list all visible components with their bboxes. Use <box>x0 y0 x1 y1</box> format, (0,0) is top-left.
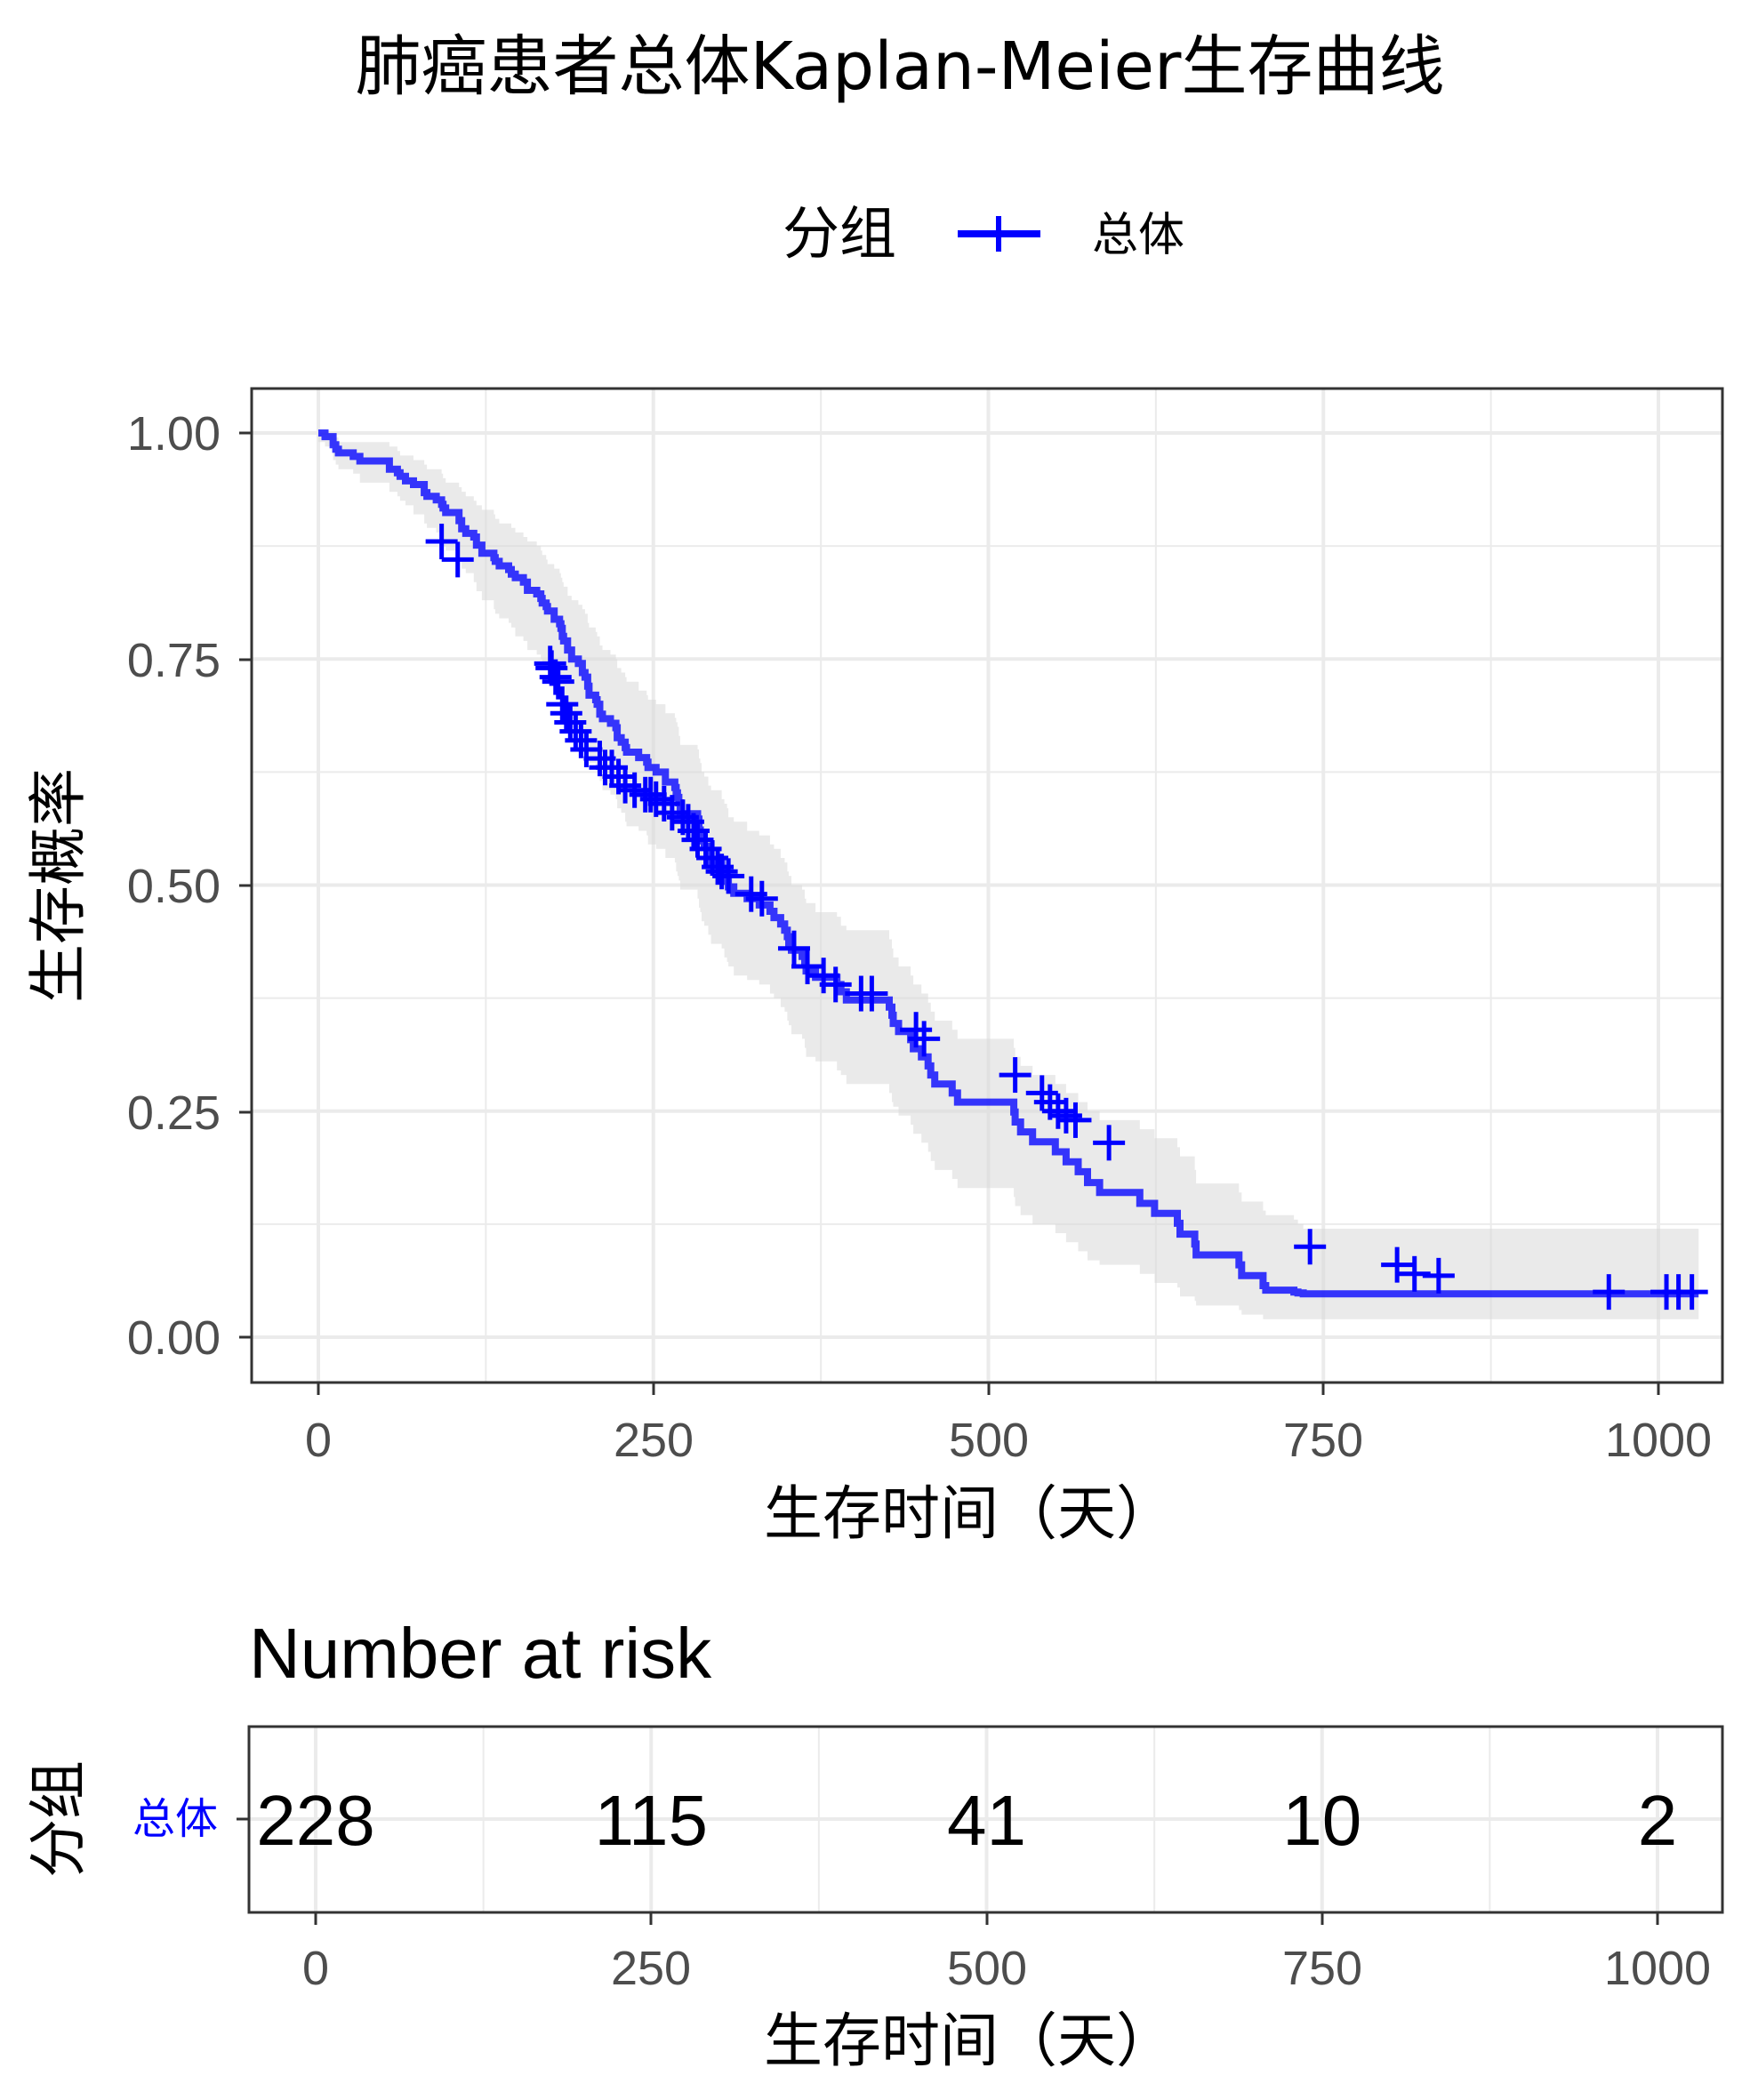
censor-mark <box>1059 1102 1092 1138</box>
censor-mark <box>647 785 680 822</box>
censor-mark <box>705 854 738 890</box>
censor-mark <box>596 749 629 786</box>
risk-x-tick-label-1000: 1000 <box>1604 1942 1711 1995</box>
risk-x-tick-label-250: 250 <box>611 1942 691 1995</box>
censor-mark <box>554 704 587 741</box>
censor-mark <box>689 830 722 867</box>
risk-table-title: Number at risk <box>249 1614 712 1693</box>
risk-x-axis: 0 250 500 750 1000 生存时间（天） <box>302 1912 1711 2075</box>
censor-mark <box>677 813 710 849</box>
risk-x-tick-label-750: 750 <box>1282 1942 1362 1995</box>
censor-mark <box>999 1057 1032 1094</box>
censor-mark <box>791 949 824 985</box>
censor-mark <box>1675 1274 1708 1310</box>
censor-mark <box>1294 1229 1327 1265</box>
censor-mark <box>1093 1125 1126 1161</box>
y-tick-label-000: 0.00 <box>127 1311 221 1365</box>
risk-strata-label: 总体 <box>132 1794 218 1844</box>
y-tick-label-025: 0.25 <box>127 1086 221 1140</box>
y-tick-label-100: 1.00 <box>127 407 221 461</box>
risk-table-panel: 228 115 41 10 2 <box>247 1725 1724 1914</box>
km-x-axis: 0 250 500 750 1000 生存时间（天） <box>305 1383 1712 1548</box>
legend-title: 分组 <box>783 202 896 268</box>
censor-mark <box>550 695 582 732</box>
censor-mark <box>1033 1084 1066 1120</box>
censor-mark <box>539 659 572 695</box>
censor-mark <box>681 822 714 858</box>
censor-marks <box>425 524 1708 1310</box>
censor-mark <box>1381 1246 1414 1283</box>
x-tick-label-1000: 1000 <box>1605 1414 1712 1467</box>
legend: 分组 总体 <box>783 202 1184 268</box>
risk-grid <box>249 1727 1722 1912</box>
censor-mark <box>546 686 579 723</box>
censor-mark <box>1041 1093 1074 1129</box>
risk-value: 2 <box>1638 1781 1678 1860</box>
censor-mark <box>565 722 598 758</box>
x-axis-title: 生存时间（天） <box>764 1479 1175 1548</box>
km-panel <box>250 387 1724 1384</box>
censor-mark <box>855 975 888 1012</box>
legend-entry-overall: 总体 <box>1092 209 1184 262</box>
x-tick-label-750: 750 <box>1283 1414 1363 1467</box>
chart-title: 肺癌患者总体Kaplan-Meier生存曲线 <box>356 28 1445 105</box>
x-tick-label-500: 500 <box>949 1414 1029 1467</box>
risk-value: 115 <box>594 1781 708 1860</box>
risk-y-axis-title: 分组 <box>24 1760 92 1878</box>
censor-mark <box>639 781 672 817</box>
censor-mark <box>745 880 778 917</box>
risk-values: 228 115 41 10 2 <box>256 1781 1677 1860</box>
y-tick-label-050: 0.50 <box>127 860 221 913</box>
y-tick-label-075: 0.75 <box>127 634 221 687</box>
risk-value: 41 <box>947 1781 1026 1860</box>
risk-x-tick-label-500: 500 <box>947 1942 1027 1995</box>
x-tick-label-0: 0 <box>305 1414 332 1467</box>
censor-mark <box>712 858 745 894</box>
censor-mark <box>441 541 474 578</box>
risk-value: 10 <box>1282 1781 1361 1860</box>
km-y-axis: 0.00 0.25 0.50 0.75 1.00 生存概率 <box>24 407 252 1365</box>
censor-mark <box>602 758 635 795</box>
censor-mark <box>908 1021 941 1057</box>
censor-mark <box>425 524 458 560</box>
censor-mark <box>777 930 810 966</box>
x-tick-label-250: 250 <box>614 1414 694 1467</box>
survival-curve <box>318 429 1699 1298</box>
censor-mark <box>900 1012 933 1048</box>
censor-mark <box>542 663 574 700</box>
risk-y-axis: 总体 分组 <box>24 1760 249 1878</box>
censor-mark <box>671 804 704 840</box>
censor-mark <box>570 731 603 767</box>
censor-mark <box>634 776 667 813</box>
risk-x-axis-title: 生存时间（天） <box>764 2007 1175 2075</box>
censor-mark <box>1593 1274 1626 1310</box>
censor-mark <box>559 713 592 749</box>
risk-x-tick-label-0: 0 <box>302 1942 329 1995</box>
risk-value: 228 <box>256 1781 374 1860</box>
censor-mark <box>1025 1075 1058 1111</box>
censor-mark <box>1422 1257 1455 1294</box>
survival-curve-line <box>318 429 1699 1298</box>
y-axis-title: 生存概率 <box>24 768 92 1003</box>
censor-mark <box>819 966 852 1003</box>
